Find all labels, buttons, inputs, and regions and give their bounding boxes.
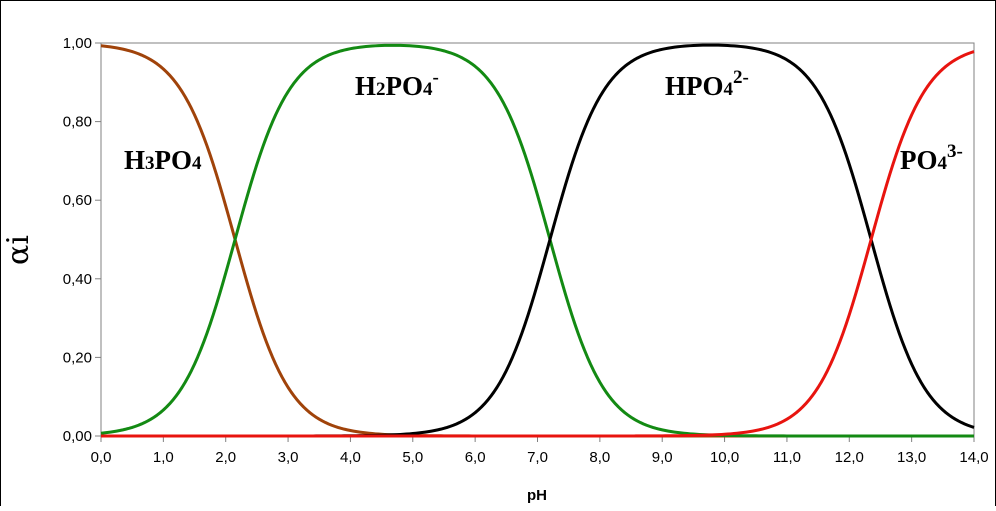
curve-po4 xyxy=(101,50,975,438)
x-tick-label: 5,0 xyxy=(402,449,423,466)
species-label-h2po4: H2PO4- xyxy=(355,67,439,101)
x-tick-label: 14,0 xyxy=(959,449,988,466)
y-tick-label: 0,20 xyxy=(63,349,92,366)
x-axis-title: pH xyxy=(527,487,547,504)
curve-hpo4 xyxy=(101,43,975,438)
x-tick-label: 13,0 xyxy=(897,449,926,466)
x-tick-label: 3,0 xyxy=(278,449,299,466)
y-tick-label: 0,80 xyxy=(63,114,92,131)
curve-h3po4 xyxy=(100,44,974,438)
plot-area xyxy=(100,42,975,437)
y-tick-label: 0,60 xyxy=(63,192,92,209)
x-tick-label: 10,0 xyxy=(710,449,739,466)
x-tick-label: 12,0 xyxy=(835,449,864,466)
x-tick-label: 11,0 xyxy=(773,449,801,466)
curve-group xyxy=(100,43,975,438)
x-tick-label: 1,0 xyxy=(153,449,174,466)
tick-group: 0,0 1,0 2,0 3,0 4,0 5,0 6,0 7,0 8,0 9,0 10,0 11,0 12… xyxy=(63,35,989,466)
x-tick-label: 2,0 xyxy=(215,449,236,466)
y-tick-label: 0,00 xyxy=(63,428,92,445)
species-label-h3po4: H3PO4 xyxy=(124,145,202,175)
y-tick-label: 0,40 xyxy=(63,271,92,288)
curve-h2po4 xyxy=(100,43,974,438)
x-tick-label: 0,0 xyxy=(91,449,112,466)
x-tick-label: 4,0 xyxy=(340,449,361,466)
x-tick-label: 6,0 xyxy=(465,449,486,466)
x-tick-label: 7,0 xyxy=(527,449,548,466)
x-tick-label: 8,0 xyxy=(589,449,610,466)
species-label-po4: PO43- xyxy=(900,141,963,175)
y-axis-title: αi xyxy=(1,235,36,265)
species-label-hpo4: HPO42- xyxy=(665,67,749,101)
x-tick-label: 9,0 xyxy=(652,449,673,466)
y-tick-label: 1,00 xyxy=(63,35,92,52)
